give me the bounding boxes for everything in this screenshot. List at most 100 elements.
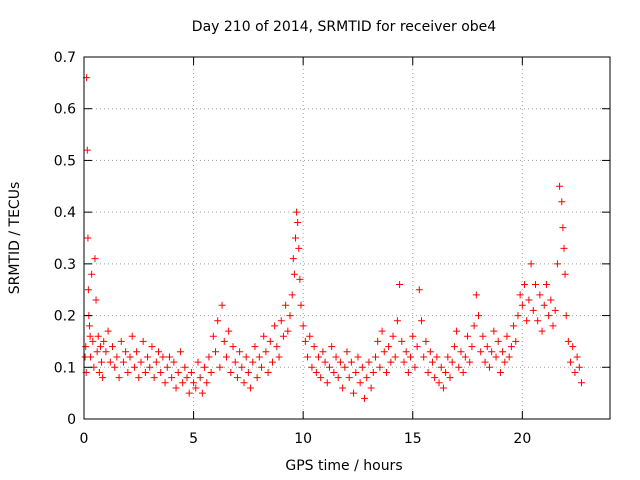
- data-point: [205, 353, 213, 361]
- data-point: [159, 353, 167, 361]
- data-point: [271, 322, 279, 330]
- data-point: [251, 343, 259, 351]
- data-point: [457, 348, 465, 356]
- data-point: [393, 317, 401, 325]
- data-point: [179, 379, 187, 387]
- data-point: [367, 384, 375, 392]
- data-point: [564, 337, 572, 345]
- data-point: [336, 358, 344, 366]
- data-point: [404, 368, 412, 376]
- data-point: [503, 332, 511, 340]
- data-point: [157, 368, 165, 376]
- data-point: [185, 389, 193, 397]
- data-point: [501, 358, 509, 366]
- x-tick-label: 10: [294, 431, 312, 447]
- data-point: [84, 234, 92, 242]
- data-point: [542, 281, 550, 289]
- data-point: [268, 358, 276, 366]
- data-point: [146, 363, 154, 371]
- chart-title: Day 210 of 2014, SRMTID for receiver obe…: [192, 19, 496, 35]
- data-point: [547, 296, 555, 304]
- data-point: [244, 368, 252, 376]
- data-point: [216, 363, 224, 371]
- data-point: [363, 374, 371, 382]
- data-point: [551, 306, 559, 314]
- data-point: [459, 368, 467, 376]
- data-point: [148, 343, 156, 351]
- data-point: [371, 353, 379, 361]
- data-point: [472, 291, 480, 299]
- data-point: [155, 348, 163, 356]
- axis-ticks: 0 0.1 0.2 0.3 0.4 0.5 0.6 0.7 0 5 10 15 20: [54, 50, 610, 447]
- data-point: [135, 374, 143, 382]
- data-point: [477, 348, 485, 356]
- data-point: [183, 374, 191, 382]
- data-point: [352, 368, 360, 376]
- data-point: [531, 281, 539, 289]
- data-point: [108, 343, 116, 351]
- data-point: [83, 146, 91, 154]
- data-point: [194, 358, 202, 366]
- data-point: [339, 384, 347, 392]
- data-point: [174, 368, 182, 376]
- data-point: [562, 312, 570, 320]
- data-point: [514, 312, 522, 320]
- data-point: [115, 374, 123, 382]
- data-point: [420, 353, 428, 361]
- data-point: [521, 281, 529, 289]
- data-point: [222, 353, 230, 361]
- data-point: [334, 374, 342, 382]
- data-point: [117, 337, 125, 345]
- data-point: [238, 363, 246, 371]
- data-point: [499, 348, 507, 356]
- data-point: [85, 322, 93, 330]
- data-point: [321, 358, 329, 366]
- data-point: [306, 332, 314, 340]
- data-point: [376, 363, 384, 371]
- data-point: [264, 368, 272, 376]
- y-tick-label: 0.1: [54, 360, 76, 376]
- data-point: [507, 343, 515, 351]
- data-point: [356, 379, 364, 387]
- data-point: [227, 368, 235, 376]
- data-point: [139, 337, 147, 345]
- data-point: [284, 327, 292, 335]
- data-point: [556, 182, 564, 190]
- data-point: [485, 363, 493, 371]
- data-point: [341, 363, 349, 371]
- data-point: [490, 327, 498, 335]
- data-point: [461, 353, 469, 361]
- data-points: [81, 74, 586, 402]
- data-point: [431, 374, 439, 382]
- data-point: [332, 353, 340, 361]
- data-point: [214, 317, 222, 325]
- data-point: [190, 379, 198, 387]
- data-point: [266, 337, 274, 345]
- data-point: [545, 312, 553, 320]
- x-tick-label: 15: [404, 431, 422, 447]
- data-point: [428, 358, 436, 366]
- data-point: [262, 348, 270, 356]
- data-point: [571, 368, 579, 376]
- y-axis-label: SRMTID / TECUs: [7, 182, 23, 295]
- data-point: [176, 348, 184, 356]
- data-point: [84, 286, 92, 294]
- data-point: [289, 255, 297, 263]
- data-point: [247, 384, 255, 392]
- data-point: [525, 296, 533, 304]
- data-point: [275, 353, 283, 361]
- data-point: [391, 353, 399, 361]
- data-point: [448, 358, 456, 366]
- data-point: [231, 358, 239, 366]
- data-point: [91, 255, 99, 263]
- data-point: [152, 358, 160, 366]
- data-point: [249, 358, 257, 366]
- data-point: [527, 260, 535, 268]
- data-point: [385, 343, 393, 351]
- data-point: [330, 368, 338, 376]
- x-tick-label: 5: [189, 431, 198, 447]
- data-point: [418, 317, 426, 325]
- data-point: [163, 363, 171, 371]
- data-point: [475, 312, 482, 320]
